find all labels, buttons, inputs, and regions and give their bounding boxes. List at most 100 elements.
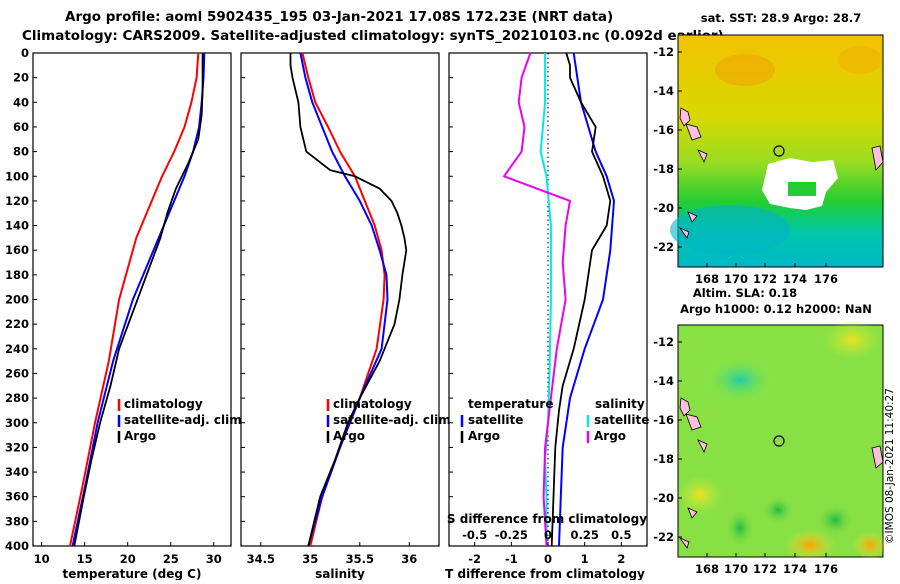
s-difference-xlabel: S difference from climatology [447,512,647,526]
sst-map-panel: sat. SST: 28.9 Argo: 28.7 168 170 172 174 17… [653,11,884,300]
salinity-profile-lines [289,52,408,547]
series-line-s-argo [503,52,571,547]
map-lat-tick-label: -14 [653,374,674,388]
t-difference-xlabel: T difference from climatology [445,567,645,580]
difference-legend-temperature: temperature satellite Argo [460,397,553,443]
map-lon-tick-label: 172 [753,272,777,286]
map-lat-tick-label: -16 [653,123,674,137]
series-line-satellite-adj-clim- [299,52,389,547]
series-line-climatology [69,52,200,547]
legend-label-argo: Argo [124,429,156,443]
depth-tick-label: 400 [5,539,29,553]
depth-tick-label: 380 [5,514,29,528]
depth-tick-label: 60 [13,120,29,134]
x-tick-label: 35 [302,552,318,566]
steric-height-map-panel: Argo h1000: 0.12 h2000: NaN 168 170 172 174… [653,302,888,576]
title-line-1: Argo profile: aoml 5902435_195 03-Jan-20… [65,9,613,25]
x-tick-label: -1 [505,552,518,566]
map-lat-tick-label: -12 [653,335,674,349]
island-coastline [678,397,884,549]
legend-label-climatology: climatology [333,397,412,411]
depth-tick-label: 240 [5,342,29,356]
legend-label-t-argo: Argo [468,429,500,443]
temperature-axis-ticks: 10 15 20 25 30 [34,542,222,566]
sst-cool-patch [670,205,790,255]
map-lon-tick-label: 176 [814,562,838,576]
map-lon-tick-label: 176 [814,272,838,286]
depth-tick-label: 220 [5,317,29,331]
steric-high-anomaly [822,320,882,360]
s-diff-tick-label: -0.5 [462,528,487,542]
salinity-axis-ticks: 34.5 35 35.5 36 [241,52,417,566]
x-tick-label: 25 [163,552,179,566]
temperature-legend: climatology satellite-adj. clim. Argo [117,397,246,443]
map-lat-tick-label: -18 [653,452,674,466]
difference-legend-salinity: salinity satellite Argo [586,397,649,443]
argo-float-position-marker [773,145,785,157]
depth-tick-label: 180 [5,268,29,282]
title-line-2: Climatology: CARS2009. Satellite-adjuste… [22,28,724,44]
legend-label-satellite-adj: satellite-adj. clim. [333,413,455,427]
x-tick-label: 34.5 [247,552,275,566]
argo-float-position-marker [773,435,785,447]
map-lon-tick-label: 168 [695,272,719,286]
map-lat-tick-label: -20 [653,201,674,215]
depth-tick-label: 320 [5,440,29,454]
map-lon-tick-label: 168 [695,562,719,576]
legend-label-s-satellite: satellite [594,413,649,427]
steric-high-anomaly [676,475,724,515]
sla-note: Altim. SLA: 0.18 [693,286,797,300]
legend-label-argo: Argo [333,429,365,443]
map-lat-tick-label: -18 [653,162,674,176]
x-tick-label: 2 [617,552,625,566]
depth-tick-label: 80 [13,145,29,159]
steric-high-anomaly [852,531,888,559]
map-lat-tick-label: -16 [653,413,674,427]
map-lat-tick-label: -12 [653,45,674,59]
s-diff-tick-label: 0 [544,528,552,542]
salinity-legend: climatology satellite-adj. clim. Argo [326,397,455,443]
series-line-argo [289,53,408,547]
depth-tick-label: 280 [5,391,29,405]
map-lon-tick-label: 172 [753,562,777,576]
legend-title-temperature: temperature [468,397,553,411]
x-tick-label: 35.5 [346,552,374,566]
salinity-panel: 34.5 35 35.5 36 salinity climatology satell… [240,52,455,581]
depth-tick-label: 0 [21,46,29,60]
depth-tick-label: 340 [5,465,29,479]
depth-tick-label: 260 [5,366,29,380]
x-tick-label: 20 [120,552,136,566]
s-difference-axis-ticks: -0.5 -0.25 0 0.25 0.5 [462,528,631,542]
map-lon-tick-label: 174 [783,272,807,286]
s-diff-tick-label: 0.25 [570,528,598,542]
depth-tick-label: 300 [5,416,29,430]
steric-high-anomaly [784,529,836,561]
map-lon-tick-label: 170 [724,562,748,576]
x-tick-label: 1 [581,552,589,566]
copyright-credit: ©IMOS 08-Jan-2021 11:40:27 [884,388,896,544]
steric-low-anomaly [726,510,754,546]
temperature-xlabel: temperature (deg C) [63,567,202,580]
steric-map-axis-ticks: 168 170 172 174 176 -12 -14 -16 -18 -20 -22 [653,335,838,576]
map-lat-tick-label: -22 [653,530,674,544]
steric-low-anomaly [817,504,853,536]
salinity-xlabel: salinity [315,567,365,580]
map-lon-tick-label: 170 [724,272,748,286]
legend-label-t-satellite: satellite [468,413,523,427]
depth-tick-label: 360 [5,490,29,504]
depth-tick-label: 140 [5,219,29,233]
depth-tick-label: 20 [13,71,29,85]
sst-data-patch [788,182,816,196]
x-tick-label: 10 [34,552,50,566]
temperature-profile-lines [69,52,206,547]
legend-title-salinity: salinity [595,397,645,411]
depth-tick-label: 100 [5,169,29,183]
depth-axis-ticks: 0 20 40 60 80 100 120 140 160 180 200 220 240 260 280 3… [5,46,37,553]
map-lat-tick-label: -22 [653,240,674,254]
legend-label-s-argo: Argo [594,429,626,443]
x-tick-label: 36 [401,552,417,566]
island-coastline [678,107,884,239]
steric-low-anomaly [762,496,794,524]
series-line-t-argo [550,52,612,547]
